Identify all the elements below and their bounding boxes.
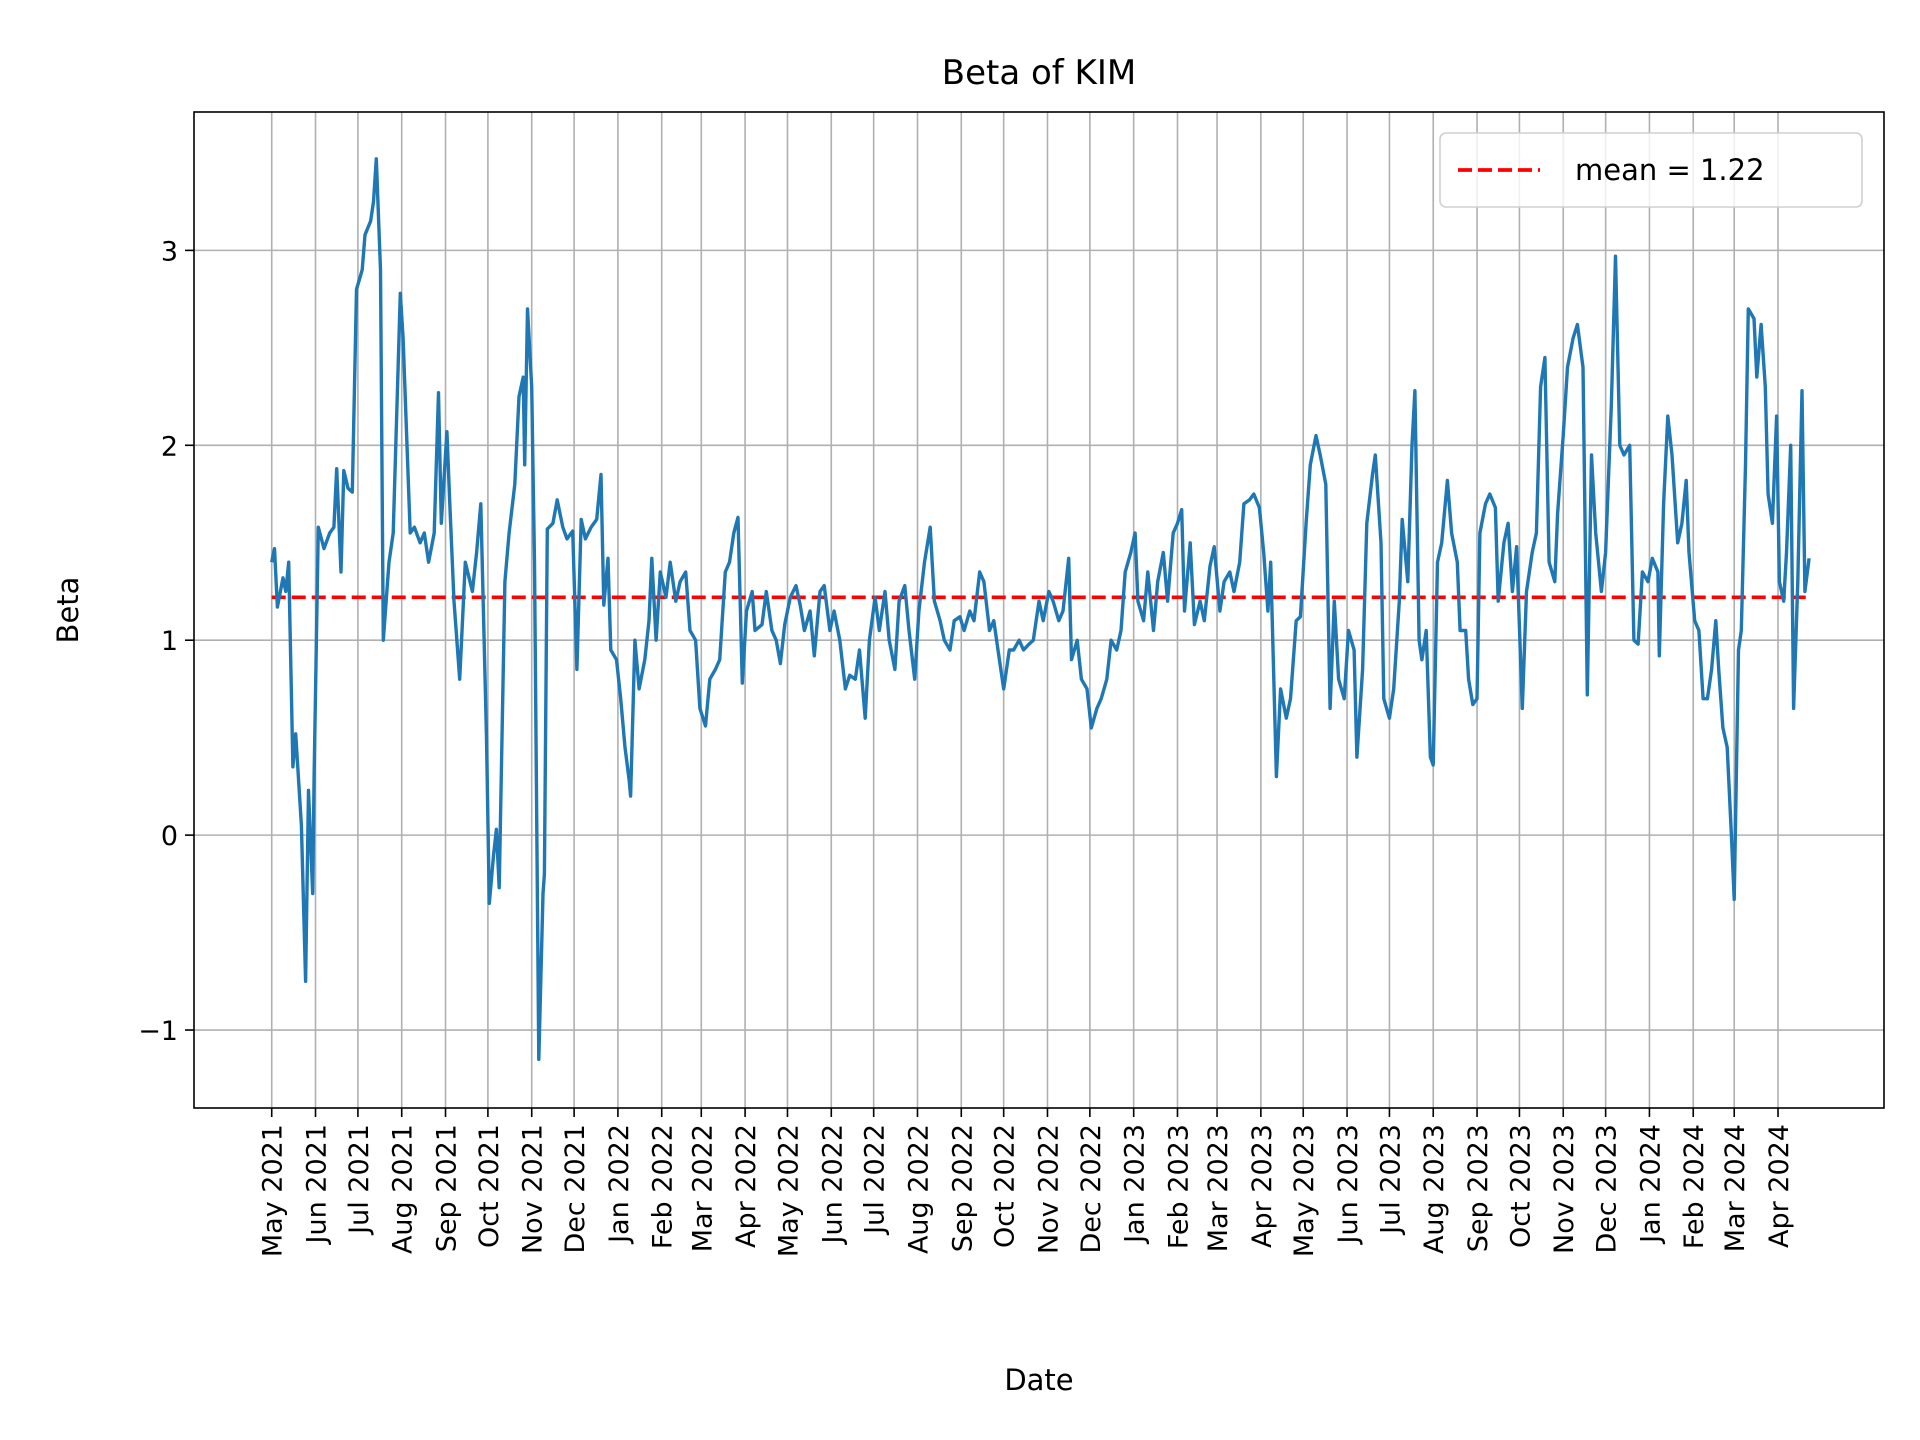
- x-tick-label: Dec 2022: [1076, 1124, 1107, 1254]
- x-tick-label: Feb 2024: [1679, 1124, 1710, 1249]
- x-tick-label: Dec 2021: [560, 1124, 591, 1254]
- x-tick-label: Aug 2023: [1419, 1124, 1450, 1254]
- y-tick-label: −1: [138, 1016, 178, 1047]
- x-tick-label: Jun 2023: [1333, 1124, 1364, 1245]
- x-axis-ticks: May 2021 Jun 2021 Jul 2021 Aug 2021 Sep 2021…: [258, 1108, 1795, 1257]
- y-axis-label: Beta: [51, 577, 85, 644]
- x-tick-label: Sep 2022: [947, 1124, 978, 1252]
- x-tick-label: Jun 2021: [302, 1124, 333, 1245]
- x-tick-label: Oct 2023: [1505, 1124, 1536, 1248]
- x-tick-label: Jul 2023: [1375, 1124, 1406, 1236]
- x-tick-label: Jan 2023: [1120, 1124, 1151, 1245]
- x-tick-label: Jun 2022: [817, 1124, 848, 1245]
- x-axis-label: Date: [1004, 1363, 1073, 1397]
- x-tick-label: Mar 2022: [687, 1124, 718, 1252]
- x-tick-label: Apr 2022: [731, 1124, 762, 1248]
- grid-lines: [194, 112, 1884, 1108]
- x-tick-label: Sep 2021: [432, 1124, 463, 1252]
- x-tick-label: Nov 2022: [1033, 1124, 1064, 1254]
- x-tick-label: Mar 2024: [1720, 1124, 1751, 1252]
- x-tick-label: Jan 2022: [604, 1124, 635, 1245]
- x-tick-label: Apr 2023: [1247, 1124, 1278, 1248]
- x-tick-label: Nov 2023: [1549, 1124, 1580, 1254]
- x-tick-label: May 2023: [1289, 1124, 1320, 1257]
- y-tick-label: 1: [161, 626, 178, 657]
- x-tick-label: Aug 2022: [903, 1124, 934, 1254]
- x-tick-label: Feb 2023: [1163, 1124, 1194, 1249]
- x-tick-label: Mar 2023: [1203, 1124, 1234, 1252]
- legend: mean = 1.22: [1439, 132, 1863, 208]
- x-tick-label: Jul 2022: [860, 1124, 891, 1236]
- x-tick-label: Sep 2023: [1463, 1124, 1494, 1252]
- x-tick-label: Feb 2022: [648, 1124, 679, 1249]
- x-tick-label: Oct 2022: [990, 1124, 1021, 1248]
- y-tick-label: 3: [161, 236, 178, 267]
- legend-mean-label: mean = 1.22: [1575, 153, 1765, 187]
- x-tick-label: Nov 2021: [518, 1124, 549, 1254]
- x-tick-label: Jul 2021: [344, 1124, 375, 1236]
- x-tick-label: Dec 2023: [1592, 1124, 1623, 1254]
- x-tick-label: Apr 2024: [1764, 1124, 1795, 1248]
- beta-series-line: [270, 157, 1811, 1062]
- x-tick-label: May 2021: [258, 1124, 289, 1257]
- chart-title: Beta of KIM: [942, 53, 1136, 93]
- series-group: [270, 157, 1811, 1062]
- x-tick-label: Oct 2021: [474, 1124, 505, 1248]
- y-axis-ticks: −1 0 1 2 3: [138, 236, 194, 1047]
- y-tick-label: 0: [161, 821, 178, 852]
- x-tick-label: Aug 2021: [388, 1124, 419, 1254]
- x-tick-label: Jan 2024: [1635, 1124, 1666, 1245]
- legend-box: [1439, 132, 1863, 208]
- axes-frame: [193, 111, 1885, 1109]
- x-tick-label: May 2022: [773, 1124, 804, 1257]
- y-tick-label: 2: [161, 431, 178, 462]
